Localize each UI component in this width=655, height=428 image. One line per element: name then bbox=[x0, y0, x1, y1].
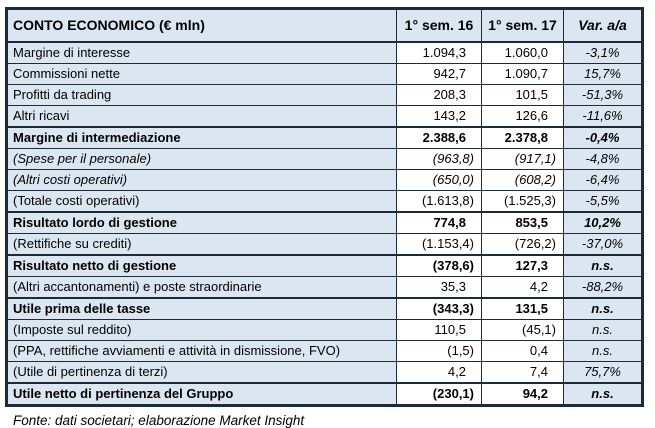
table-row: (Totale costi operativi) (1.613,8) (1.525,… bbox=[6, 189, 643, 212]
value-sem17: 2.378,8 bbox=[481, 125, 564, 149]
row-label: Risultato lordo di gestione bbox=[6, 210, 397, 234]
table-row: Commissioni nette 942,7 1.090,7 15,7% bbox=[6, 62, 643, 85]
table-row: Utile netto di pertinenza del Gruppo (230… bbox=[6, 381, 643, 406]
value-sem17: 131,5 bbox=[481, 296, 564, 320]
table-title: CONTO ECONOMICO (€ mln) bbox=[6, 8, 397, 43]
income-statement-table: CONTO ECONOMICO (€ mln) 1° sem. 16 1° se… bbox=[5, 7, 644, 407]
col-header-sem17: 1° sem. 17 bbox=[481, 8, 564, 43]
value-sem16: (963,8) bbox=[396, 147, 482, 170]
value-sem16: 35,3 bbox=[396, 275, 482, 298]
value-sem16: (1.613,8) bbox=[396, 189, 482, 212]
row-label: Profitti da trading bbox=[6, 83, 397, 106]
value-sem17: 1.090,7 bbox=[481, 62, 564, 85]
value-sem17: 853,5 bbox=[481, 210, 564, 234]
row-label: Utile prima delle tasse bbox=[6, 296, 397, 320]
value-sem17: 4,2 bbox=[481, 275, 564, 298]
value-var: -51,3% bbox=[563, 83, 643, 106]
row-label: (Altri accantonamenti) e poste straordin… bbox=[6, 275, 397, 298]
value-var: n.s. bbox=[563, 339, 643, 362]
value-var: n.s. bbox=[563, 381, 643, 406]
table-row: (Spese per il personale) (963,8) (917,1) -4… bbox=[6, 147, 643, 170]
row-label: (PPA, rettifiche avviamenti e attività i… bbox=[6, 339, 397, 362]
row-label: Utile netto di pertinenza del Gruppo bbox=[6, 381, 397, 406]
value-sem17: 0,4 bbox=[481, 339, 564, 362]
table-row: Margine di intermediazione 2.388,6 2.378,8… bbox=[6, 125, 643, 149]
value-var: n.s. bbox=[563, 318, 643, 341]
value-sem16: (378,6) bbox=[396, 253, 482, 277]
row-label: Risultato netto di gestione bbox=[6, 253, 397, 277]
row-label: (Totale costi operativi) bbox=[6, 189, 397, 212]
value-sem16: 110,5 bbox=[396, 318, 482, 341]
row-label: (Utile di pertinenza di terzi) bbox=[6, 360, 397, 383]
value-sem17: 7,4 bbox=[481, 360, 564, 383]
value-sem16: 942,7 bbox=[396, 62, 482, 85]
value-sem16: 4,2 bbox=[396, 360, 482, 383]
value-sem17: 126,6 bbox=[481, 104, 564, 127]
value-sem16: (650,0) bbox=[396, 168, 482, 191]
row-label: Altri ricavi bbox=[6, 104, 397, 127]
table-row: Altri ricavi 143,2 126,6 -11,6% bbox=[6, 104, 643, 127]
table-row: Margine di interesse 1.094,3 1.060,0 -3,1% bbox=[6, 41, 643, 64]
table-row: (Altri accantonamenti) e poste straordin… bbox=[6, 275, 643, 298]
value-sem17: 127,3 bbox=[481, 253, 564, 277]
row-label: Margine di interesse bbox=[6, 41, 397, 64]
value-var: 15,7% bbox=[563, 62, 643, 85]
value-var: -6,4% bbox=[563, 168, 643, 191]
value-sem17: (608,2) bbox=[481, 168, 564, 191]
value-sem17: (726,2) bbox=[481, 232, 564, 255]
value-var: 75,7% bbox=[563, 360, 643, 383]
value-var: 10,2% bbox=[563, 210, 643, 234]
value-sem17: (45,1) bbox=[481, 318, 564, 341]
value-var: -3,1% bbox=[563, 41, 643, 64]
value-var: -0,4% bbox=[563, 125, 643, 149]
table-row: (PPA, rettifiche avviamenti e attività i… bbox=[6, 339, 643, 362]
value-sem16: 774,8 bbox=[396, 210, 482, 234]
row-label: (Rettifiche su crediti) bbox=[6, 232, 397, 255]
value-sem16: 208,3 bbox=[396, 83, 482, 106]
row-label: Margine di intermediazione bbox=[6, 125, 397, 149]
value-sem16: 143,2 bbox=[396, 104, 482, 127]
header-row: CONTO ECONOMICO (€ mln) 1° sem. 16 1° se… bbox=[6, 8, 643, 43]
col-header-sem16: 1° sem. 16 bbox=[396, 8, 482, 43]
table-row: (Imposte sul reddito) 110,5 (45,1) n.s. bbox=[6, 318, 643, 341]
row-label: (Altri costi operativi) bbox=[6, 168, 397, 191]
value-var: -11,6% bbox=[563, 104, 643, 127]
table-row: Profitti da trading 208,3 101,5 -51,3% bbox=[6, 83, 643, 106]
value-sem16: (1.153,4) bbox=[396, 232, 482, 255]
value-sem17: (1.525,3) bbox=[481, 189, 564, 212]
value-sem16: (343,3) bbox=[396, 296, 482, 320]
row-label: (Imposte sul reddito) bbox=[6, 318, 397, 341]
value-var: -88,2% bbox=[563, 275, 643, 298]
table-row: Risultato netto di gestione (378,6) 127,3 n… bbox=[6, 253, 643, 277]
value-var: n.s. bbox=[563, 253, 643, 277]
value-sem16: 2.388,6 bbox=[396, 125, 482, 149]
value-sem17: 94,2 bbox=[481, 381, 564, 406]
income-statement: CONTO ECONOMICO (€ mln) 1° sem. 16 1° se… bbox=[5, 7, 644, 428]
value-sem17: (917,1) bbox=[481, 147, 564, 170]
value-var: -4,8% bbox=[563, 147, 643, 170]
table-row: Risultato lordo di gestione 774,8 853,5 10,… bbox=[6, 210, 643, 234]
value-sem16: (230,1) bbox=[396, 381, 482, 406]
source-note: Fonte: dati societari; elaborazione Mark… bbox=[13, 413, 305, 428]
value-sem17: 1.060,0 bbox=[481, 41, 564, 64]
value-sem17: 101,5 bbox=[481, 83, 564, 106]
table-row: Utile prima delle tasse (343,3) 131,5 n.s. bbox=[6, 296, 643, 320]
value-var: n.s. bbox=[563, 296, 643, 320]
table-row: (Rettifiche su crediti) (1.153,4) (726,2) -… bbox=[6, 232, 643, 255]
value-var: -37,0% bbox=[563, 232, 643, 255]
table-row: (Utile di pertinenza di terzi) 4,2 7,4 75,7… bbox=[6, 360, 643, 383]
value-var: -5,5% bbox=[563, 189, 643, 212]
table-row: (Altri costi operativi) (650,0) (608,2) -6,… bbox=[6, 168, 643, 191]
row-label: Commissioni nette bbox=[6, 62, 397, 85]
col-header-var: Var. a/a bbox=[563, 8, 643, 43]
value-sem16: (1,5) bbox=[396, 339, 482, 362]
value-sem16: 1.094,3 bbox=[396, 41, 482, 64]
row-label: (Spese per il personale) bbox=[6, 147, 397, 170]
